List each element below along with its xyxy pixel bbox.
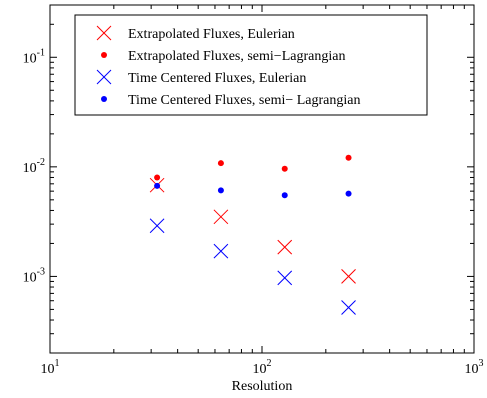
legend-marker-dot xyxy=(101,96,107,102)
y-tick-base: 10 xyxy=(23,51,37,66)
data-point-dot xyxy=(281,165,288,172)
legend-entry-label: Time Centered Fluxes, Eulerian xyxy=(128,71,306,86)
data-point-cross xyxy=(213,209,229,225)
legend-entry-label: Time Centered Fluxes, semi− Lagrangian xyxy=(128,93,361,108)
x-tick-base: 10 xyxy=(465,362,479,377)
data-point-cross xyxy=(213,243,229,259)
legend-marker-dot xyxy=(101,52,107,58)
data-point-dot xyxy=(345,190,352,197)
data-point-dot xyxy=(217,160,224,167)
x-tick-exponent: 3 xyxy=(479,358,484,369)
legend-marker-cross xyxy=(96,25,112,41)
y-tick-base: 10 xyxy=(23,161,37,176)
legend-marker-cross xyxy=(96,69,112,85)
x-tick-label: 103 xyxy=(465,358,484,377)
x-axis-ticks: 101 102 103 xyxy=(41,5,484,377)
x-tick-label: 102 xyxy=(253,358,272,377)
y-tick-label: 10-2 xyxy=(23,157,45,176)
x-tick-base: 10 xyxy=(253,362,267,377)
data-point-cross xyxy=(341,300,356,315)
data-point-cross xyxy=(341,269,356,284)
legend: Extrapolated Fluxes, Eulerian Extrapolate… xyxy=(74,14,428,116)
data-point-dot xyxy=(281,192,288,199)
x-tick-label: 101 xyxy=(41,358,60,377)
legend-entry-label: Extrapolated Fluxes, Eulerian xyxy=(128,27,295,42)
y-axis-ticks: 10-310-210-1 xyxy=(23,23,474,354)
y-tick-exponent: -2 xyxy=(37,157,45,168)
x-tick-base: 10 xyxy=(41,362,55,377)
data-point-cross xyxy=(277,239,293,255)
data-point-dot xyxy=(217,187,224,194)
y-tick-label: 10-1 xyxy=(23,47,45,66)
x-tick-exponent: 1 xyxy=(55,358,60,369)
data-point-dot xyxy=(345,154,352,161)
legend-entry-label: Extrapolated Fluxes, semi−Lagrangian xyxy=(128,49,345,64)
data-point-dot xyxy=(154,182,161,189)
data-point-cross xyxy=(149,218,165,234)
data-point-cross xyxy=(277,270,293,286)
y-tick-exponent: -3 xyxy=(37,266,45,277)
data-point-dot xyxy=(154,174,161,181)
y-tick-base: 10 xyxy=(23,270,37,285)
x-axis-label: Resolution xyxy=(232,379,293,394)
data-markers xyxy=(149,154,356,315)
y-tick-label: 10-3 xyxy=(23,266,45,285)
x-tick-exponent: 2 xyxy=(267,358,272,369)
y-tick-exponent: -1 xyxy=(37,47,45,58)
legend-box xyxy=(74,14,428,116)
